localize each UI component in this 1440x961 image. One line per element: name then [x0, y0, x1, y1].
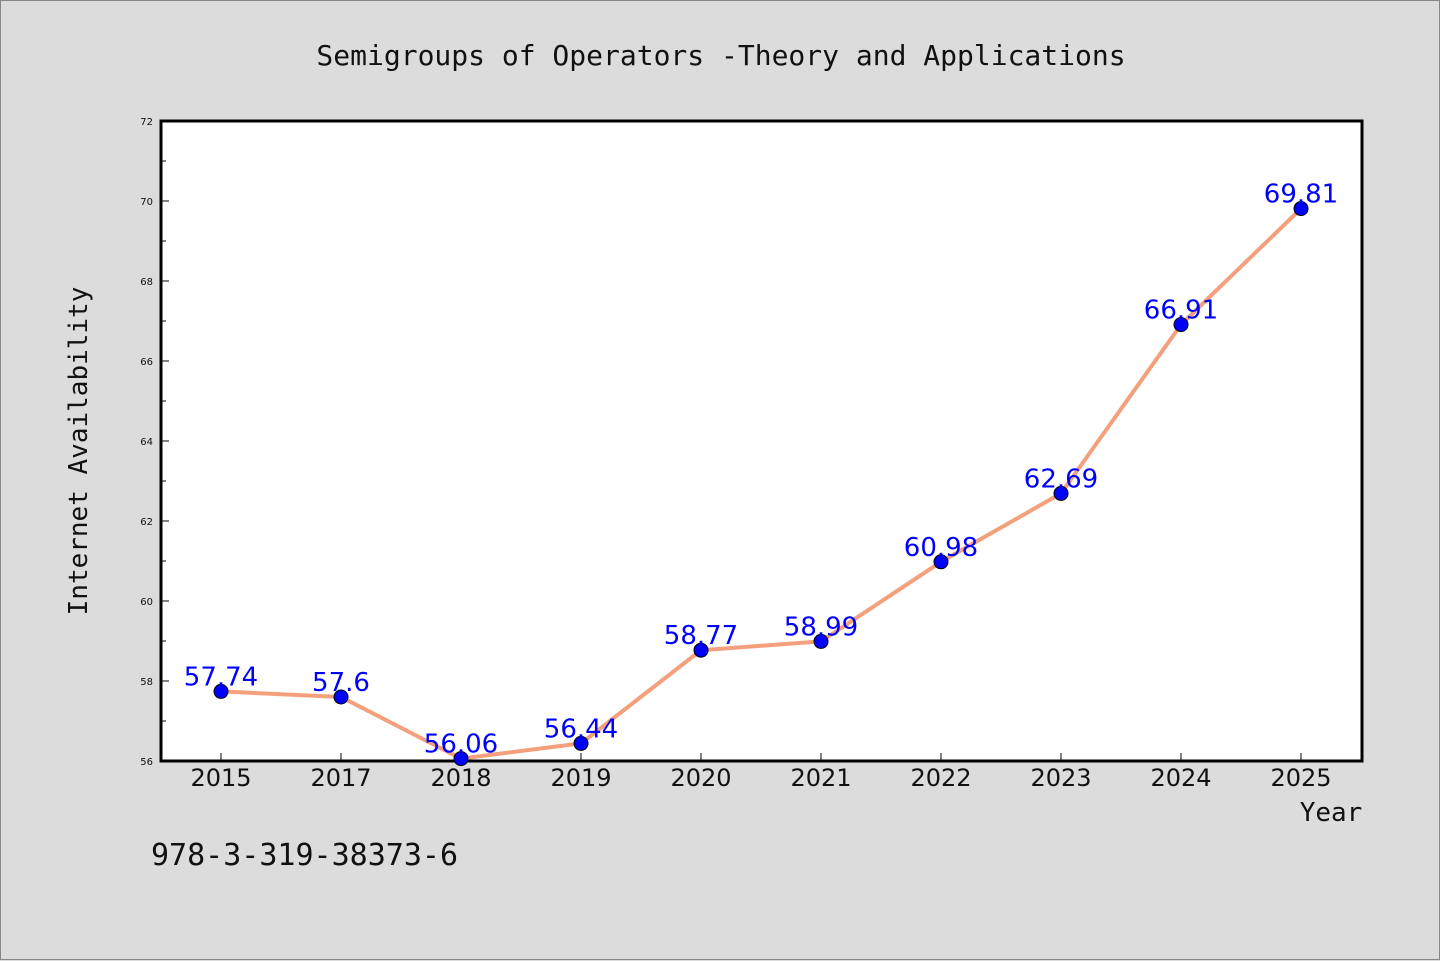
data-label: 56.06	[424, 730, 498, 760]
data-label: 57.74	[184, 662, 258, 692]
data-point	[1293, 201, 1309, 217]
y-tick-label: 62	[140, 517, 153, 528]
x-tick-label: 2023	[1030, 764, 1091, 792]
chart-title: Semigroups of Operators -Theory and Appl…	[316, 39, 1125, 72]
data-point	[453, 751, 469, 767]
x-tick-label: 2018	[430, 764, 491, 792]
x-tick-label: 2020	[670, 764, 731, 792]
y-tick-label: 58	[140, 677, 153, 688]
x-axis-label: Year	[1300, 798, 1363, 828]
x-tick-label: 2022	[910, 764, 971, 792]
x-tick-label: 2017	[310, 764, 371, 792]
data-label: 56.44	[544, 714, 618, 744]
data-point	[1173, 317, 1189, 333]
y-tick-label: 70	[140, 197, 153, 208]
data-point	[693, 642, 709, 658]
x-tick-label: 2024	[1150, 764, 1211, 792]
data-label: 60.98	[904, 533, 978, 563]
data-point	[573, 735, 589, 751]
data-label: 57.6	[312, 668, 370, 698]
data-label: 62.69	[1024, 464, 1098, 494]
plot-area	[159, 119, 1364, 763]
data-labels: 57.74 57.6 56.06 56.44 58.77 58.99 60.98 62.69 6…	[184, 180, 1338, 760]
data-point	[813, 633, 829, 649]
y-tick-label: 66	[140, 357, 153, 368]
x-axis: 2015 2017 2018 2019 2020 2021 2022 2023 2024 2025	[190, 753, 1332, 792]
data-point	[1053, 485, 1069, 501]
x-tick-label: 2015	[190, 764, 251, 792]
y-axis-label: Internet Availability	[64, 287, 94, 616]
y-tick-label: 64	[140, 437, 153, 448]
series-layer	[213, 201, 1309, 767]
data-point	[933, 554, 949, 570]
data-point	[213, 683, 229, 699]
y-tick-label: 72	[140, 117, 153, 128]
data-label: 58.99	[784, 612, 858, 642]
x-tick-label: 2025	[1270, 764, 1331, 792]
y-tick-label: 68	[140, 277, 153, 288]
data-label: 58.77	[664, 621, 738, 651]
y-tick-label: 60	[140, 597, 153, 608]
data-label: 69.81	[1264, 180, 1338, 210]
x-tick-label: 2019	[550, 764, 611, 792]
y-axis: 56 58 60 62 64 66 68 70 72	[140, 117, 169, 768]
x-tick-label: 2021	[790, 764, 851, 792]
data-label: 66.91	[1144, 296, 1218, 326]
y-tick-label: 56	[140, 757, 153, 768]
data-point	[333, 689, 349, 705]
series-line	[220, 207, 1303, 761]
isbn-footer: 978-3-319-38373-6	[151, 838, 458, 873]
